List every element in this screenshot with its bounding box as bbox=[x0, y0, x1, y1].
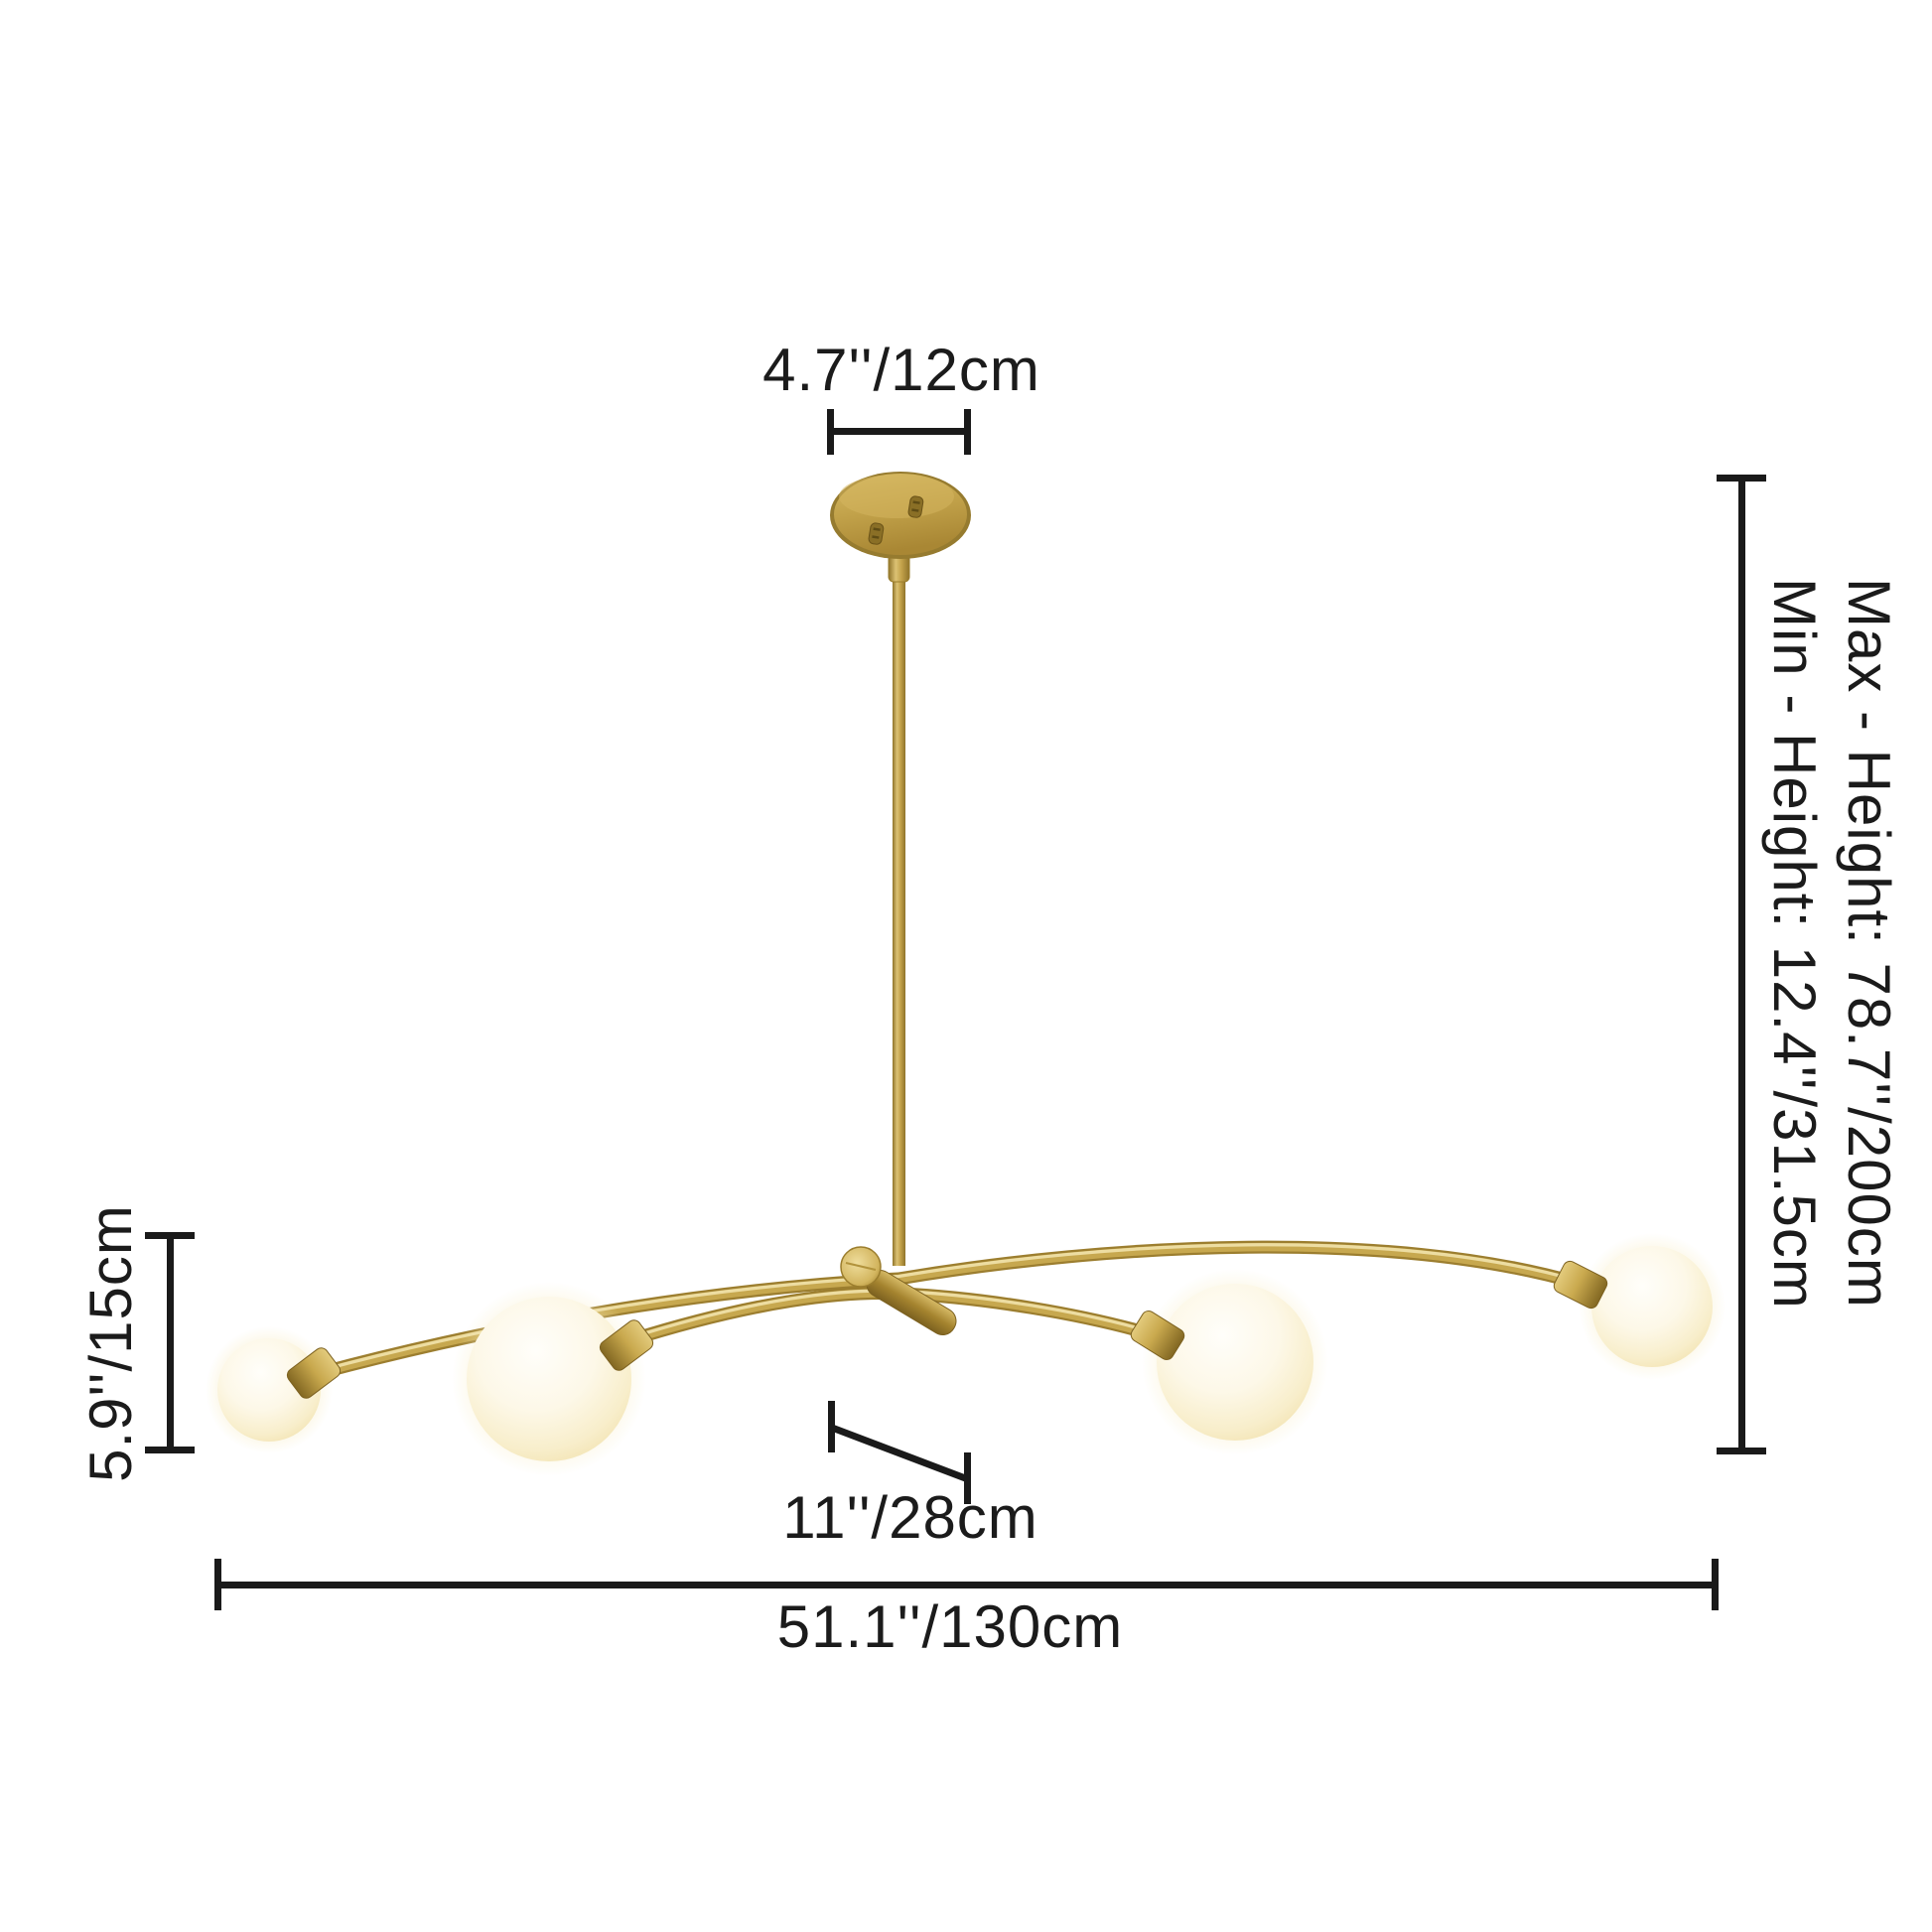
center-pivot-disc bbox=[840, 1246, 882, 1288]
canopy-width-label: 4.7''/12cm bbox=[762, 337, 1040, 403]
dimension-line-height bbox=[1717, 475, 1766, 1454]
socket-far-left bbox=[286, 1347, 342, 1399]
min-height-label: Min - Height: 12.4''/31.5cm bbox=[1761, 578, 1828, 1310]
fixture-width-label: 51.1''/130cm bbox=[776, 1593, 1124, 1660]
globe-far-left bbox=[217, 1338, 321, 1442]
globe-center-left bbox=[467, 1297, 631, 1461]
dimension-line-canopy-width bbox=[827, 409, 971, 455]
height-range-label: Max - Height: 78.7''/200cm Min - Height:… bbox=[1757, 578, 1906, 1332]
dimension-line-globe-drop bbox=[145, 1232, 195, 1453]
dimension-line-fixture-width bbox=[214, 1559, 1719, 1610]
ceiling-canopy bbox=[830, 472, 971, 559]
socket-center-right bbox=[1130, 1311, 1185, 1360]
max-height-label: Max - Height: 78.7''/200cm bbox=[1836, 578, 1902, 1309]
globe-far-right bbox=[1591, 1246, 1713, 1367]
globe-center-right bbox=[1157, 1284, 1313, 1441]
arm-spacing-label: 11''/28cm bbox=[782, 1484, 1038, 1551]
socket-center-left bbox=[599, 1319, 654, 1371]
globe-drop-label: 5.9''/15cm bbox=[77, 1204, 144, 1482]
canopy-screw bbox=[907, 495, 924, 518]
canopy-screw bbox=[868, 522, 885, 545]
dimension-line-arm-spacing bbox=[828, 1401, 971, 1504]
socket-far-right bbox=[1553, 1260, 1608, 1310]
hanging-rod bbox=[888, 536, 910, 1266]
